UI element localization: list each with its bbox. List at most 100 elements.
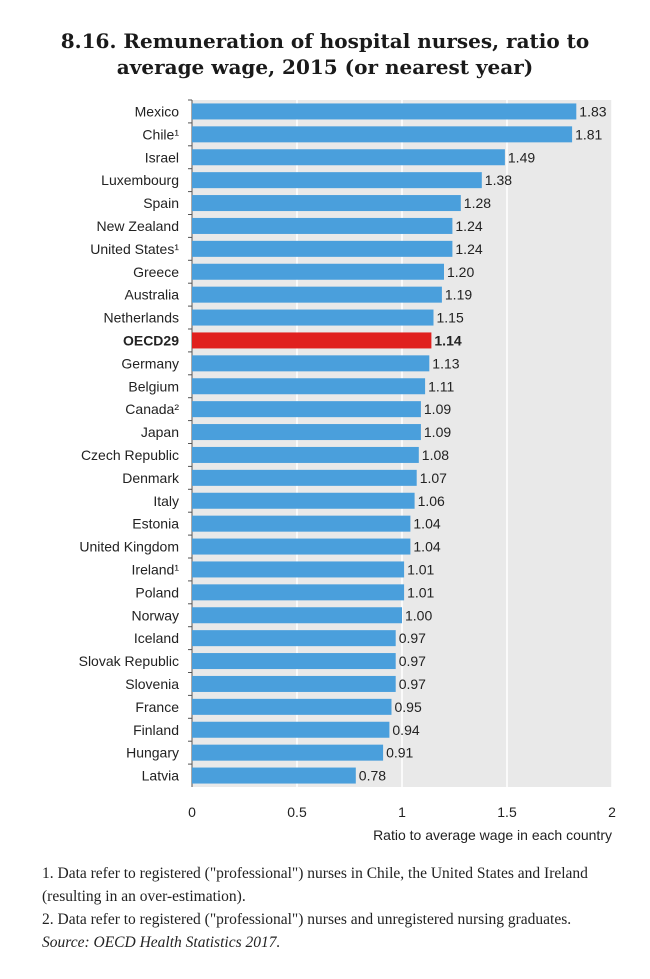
bar (192, 401, 421, 418)
category-label: Hungary (126, 745, 179, 761)
bar (192, 721, 390, 738)
category-label: Israel (145, 149, 179, 165)
chart-title: 8.16. Remuneration of hospital nurses, r… (0, 28, 650, 80)
bar (192, 492, 415, 509)
chart-title-line-2: average wage, 2015 (or nearest year) (116, 55, 534, 79)
value-label: 1.15 (437, 310, 464, 326)
bar (192, 744, 384, 761)
category-label: Ireland¹ (132, 561, 180, 577)
bar (192, 355, 430, 372)
value-label: 0.78 (359, 768, 386, 784)
bar (192, 195, 461, 212)
bar (192, 263, 444, 280)
value-label: 1.38 (485, 172, 512, 188)
x-tick-label: 0 (188, 804, 196, 820)
chart-notes: 1. Data refer to registered ("profession… (42, 862, 642, 954)
x-tick-label: 1 (398, 804, 406, 820)
bar (192, 698, 392, 715)
x-tick-label: 1.5 (497, 804, 517, 820)
category-label: Italy (153, 493, 179, 509)
value-label: 1.19 (445, 287, 472, 303)
value-label: 1.08 (422, 447, 449, 463)
category-label: Germany (121, 355, 179, 371)
value-label: 1.11 (428, 378, 454, 394)
value-label: 1.09 (424, 424, 451, 440)
bar (192, 149, 505, 166)
value-label: 1.09 (424, 401, 451, 417)
bar (192, 653, 396, 670)
source-note: Source: OECD Health Statistics 2017. (42, 934, 281, 951)
x-tick-label: 2 (608, 804, 616, 820)
category-label: Norway (132, 607, 179, 623)
bar (192, 767, 356, 784)
bar (192, 172, 482, 189)
category-label: Spain (143, 195, 179, 211)
value-label: 0.97 (399, 630, 426, 646)
value-label: 1.00 (405, 607, 432, 623)
category-label: Czech Republic (81, 447, 179, 463)
bar (192, 424, 421, 441)
category-label: Slovenia (125, 676, 179, 692)
bar (192, 515, 411, 532)
value-label: 1.24 (455, 241, 482, 257)
bar (192, 309, 434, 326)
value-label: 1.83 (579, 103, 606, 119)
bar-chart: Mexico 1.83 Chile¹ 1.81 Israel 1.49 Luxembourg… (79, 99, 616, 843)
value-label: 0.94 (392, 722, 419, 738)
category-label: Canada² (125, 401, 179, 417)
value-label: 1.13 (432, 355, 459, 371)
bar (192, 332, 432, 349)
bar (192, 630, 396, 647)
value-label: 0.95 (395, 699, 422, 715)
value-label: 1.28 (464, 195, 491, 211)
value-label: 1.01 (407, 561, 434, 577)
category-label: Latvia (142, 768, 180, 784)
category-label: Netherlands (104, 310, 180, 326)
category-label: Iceland (134, 630, 179, 646)
value-label: 0.97 (399, 653, 426, 669)
value-label: 1.04 (413, 539, 440, 555)
value-label: 1.81 (575, 126, 602, 142)
category-label: Japan (141, 424, 179, 440)
value-label: 0.97 (399, 676, 426, 692)
category-label: United Kingdom (79, 539, 179, 555)
category-label: OECD29 (123, 332, 179, 348)
category-label: Greece (133, 264, 179, 280)
footnote-2: 2. Data refer to registered ("profession… (42, 911, 572, 928)
category-label: New Zealand (97, 218, 180, 234)
bar (192, 584, 405, 601)
value-label: 1.07 (420, 470, 447, 486)
category-label: Poland (135, 584, 179, 600)
chart-title-line-1: 8.16. Remuneration of hospital nurses, r… (60, 29, 590, 53)
value-label: 1.01 (407, 584, 434, 600)
bar (192, 607, 402, 624)
bar (192, 538, 411, 555)
bar (192, 561, 405, 578)
category-label: Luxembourg (101, 172, 179, 188)
category-label: Denmark (122, 470, 180, 486)
category-label: France (135, 699, 179, 715)
category-label: Estonia (132, 516, 179, 532)
category-label: Slovak Republic (79, 653, 179, 669)
footnote-1: 1. Data refer to registered ("profession… (42, 865, 588, 905)
value-label: 1.14 (434, 332, 461, 348)
category-label: Belgium (128, 378, 179, 394)
x-axis-label: Ratio to average wage in each country (373, 827, 612, 843)
bar (192, 469, 417, 486)
value-label: 0.91 (386, 745, 413, 761)
bar (192, 103, 577, 120)
value-label: 1.06 (418, 493, 445, 509)
category-label: Mexico (135, 103, 180, 119)
value-label: 1.20 (447, 264, 474, 280)
x-tick-label: 0.5 (287, 804, 307, 820)
category-label: United States¹ (90, 241, 179, 257)
value-label: 1.49 (508, 149, 535, 165)
category-label: Chile¹ (142, 126, 179, 142)
value-label: 1.04 (413, 516, 440, 532)
bar (192, 126, 573, 143)
bar (192, 378, 426, 395)
bar (192, 446, 419, 463)
bar (192, 286, 442, 303)
value-label: 1.24 (455, 218, 482, 234)
category-label: Australia (125, 287, 180, 303)
